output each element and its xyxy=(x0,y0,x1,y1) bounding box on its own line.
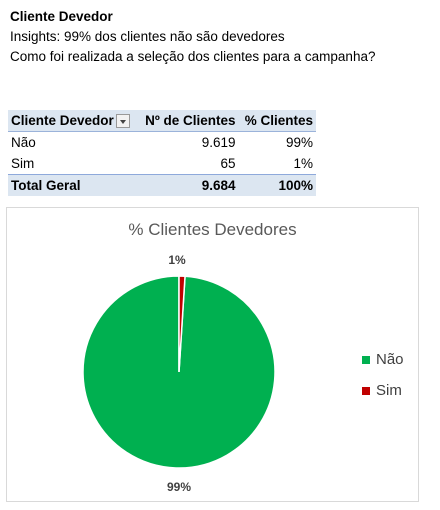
legend-swatch xyxy=(362,355,370,364)
row-count[interactable]: 9.619 xyxy=(201,135,236,150)
pie-slice-sim[interactable] xyxy=(178,275,186,373)
row-pct[interactable]: 99% xyxy=(285,135,313,150)
insight-text: Insights: 99% dos clientes não são deved… xyxy=(10,29,285,44)
chart-title: % Clientes Devedores xyxy=(128,220,297,239)
data-label-nao: 99% xyxy=(167,480,191,494)
chart-legend[interactable]: Não Sim xyxy=(362,344,404,406)
legend-label: Não xyxy=(376,351,404,368)
total-pct[interactable]: 100% xyxy=(238,174,316,196)
total-row: Total Geral 9.684 100% xyxy=(8,174,316,196)
row-label[interactable]: Sim xyxy=(11,156,35,171)
legend-swatch xyxy=(362,386,370,395)
question-text: Como foi realizada a seleção dos cliente… xyxy=(10,49,376,64)
table-row: Não 9.619 99% xyxy=(8,132,316,154)
pie-chart-plot: 99% 1% xyxy=(82,253,276,494)
pivot-table: Cliente Devedor Nº de Clientes % Cliente… xyxy=(8,110,316,196)
legend-item-sim[interactable]: Sim xyxy=(362,375,404,406)
pie-chart[interactable]: % Clientes Devedores 99% 1% Não Sim xyxy=(6,207,419,502)
data-label-sim: 1% xyxy=(168,253,186,267)
col-header-label: Cliente Devedor xyxy=(11,112,114,128)
dropdown-arrow-icon[interactable] xyxy=(115,114,130,129)
page-title: Cliente Devedor xyxy=(10,9,113,24)
pivot-header-row: Cliente Devedor Nº de Clientes % Cliente… xyxy=(8,110,316,132)
total-count[interactable]: 9.684 xyxy=(138,174,239,196)
legend-label: Sim xyxy=(376,382,402,399)
legend-item-nao[interactable]: Não xyxy=(362,344,404,375)
col-header-cliente-devedor[interactable]: Cliente Devedor xyxy=(8,110,139,132)
table-row: Sim 65 1% xyxy=(8,153,316,175)
row-label[interactable]: Não xyxy=(11,135,36,150)
header: Cliente Devedor Insights: 99% dos client… xyxy=(10,7,375,67)
total-label[interactable]: Total Geral xyxy=(8,174,139,196)
col-header-pct-clientes[interactable]: % Clientes xyxy=(238,110,316,132)
col-header-n-clientes[interactable]: Nº de Clientes xyxy=(138,110,239,132)
row-pct[interactable]: 1% xyxy=(293,156,313,171)
row-count[interactable]: 65 xyxy=(220,156,236,171)
